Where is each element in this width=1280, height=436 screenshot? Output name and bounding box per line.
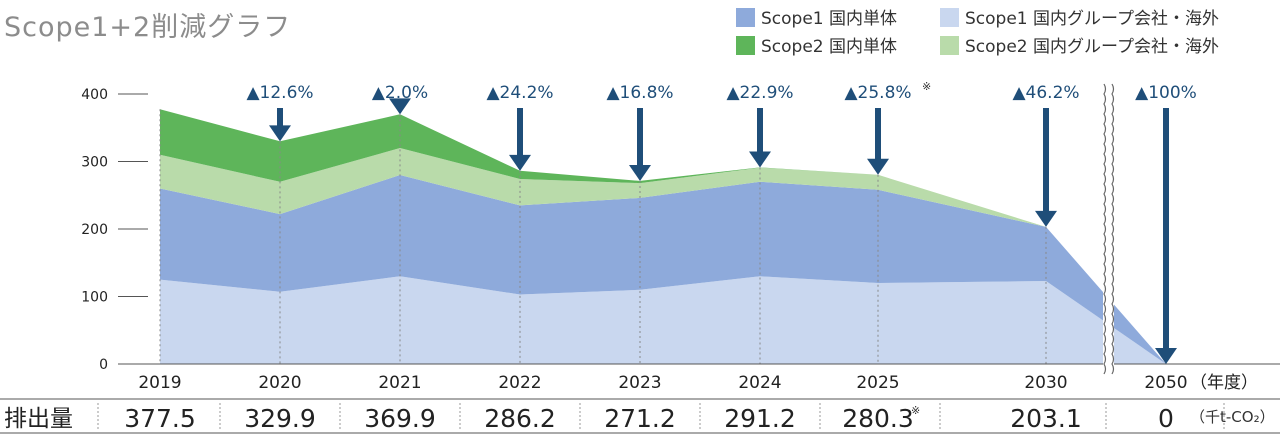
legend-swatch [940, 8, 959, 27]
reduction-arrow-head [509, 154, 531, 171]
legend-swatch [736, 36, 755, 55]
reduction-label: ▲25.8% [844, 83, 911, 103]
reduction-arrow-head [1155, 348, 1177, 364]
reduction-arrow-head [749, 151, 771, 168]
emissions-value: 329.9 [244, 404, 316, 433]
reduction-note: ※ [922, 80, 931, 93]
y-tick-label: 200 [81, 222, 108, 238]
emissions-value: 271.2 [604, 404, 676, 433]
x-tick-label: 2050 [1144, 373, 1187, 393]
axis-break-mark [1103, 83, 1115, 375]
legend-swatch [940, 36, 959, 55]
reduction-label: ▲2.0% [372, 83, 428, 103]
area-series [160, 148, 1166, 364]
emissions-value: 280.3 [842, 404, 914, 433]
y-axis: 0 100 200 300 400 [81, 87, 1280, 373]
y-tick-label: 0 [99, 357, 108, 373]
reduction-arrow-head [867, 158, 889, 175]
emissions-value: 203.1 [1010, 404, 1082, 433]
emissions-value: 377.5 [124, 404, 196, 433]
emissions-value: 291.2 [724, 404, 796, 433]
reduction-arrow-head [629, 164, 651, 181]
reduction-arrow-head [389, 98, 411, 115]
legend-label: Scope1 国内グループ会社・海外 [965, 9, 1219, 29]
legend-label: Scope2 国内グループ会社・海外 [965, 37, 1219, 57]
emissions-value: 0 [1158, 404, 1174, 433]
legend: Scope1 国内単体 Scope1 国内グループ会社・海外 Scope2 国内単体… [736, 8, 1219, 57]
x-tick-label: 2025 [856, 373, 899, 393]
emissions-value: 369.9 [364, 404, 436, 433]
stacked-areas [160, 109, 1166, 364]
x-tick-label: 2022 [498, 373, 541, 393]
y-tick-label: 300 [81, 155, 108, 171]
emissions-unit: （千t-CO₂） [1190, 408, 1275, 426]
reduction-arrows: ▲12.6% ▲2.0% ▲24.2% ▲16.8% ▲22.9% ▲25.8% ※ ▲46.… [246, 80, 1197, 364]
axis-break-line [1111, 83, 1115, 375]
reduction-label: ▲100% [1135, 83, 1197, 103]
x-tick-label: 2019 [138, 373, 181, 393]
emissions-note: ※ [911, 404, 920, 417]
emissions-row: 排出量 377.5 329.9 369.9 286.2 271.2 291.2 280.3※ 2… [0, 398, 1280, 434]
x-tick-label: 2023 [618, 373, 661, 393]
reduction-arrow-head [1035, 210, 1057, 227]
reduction-label: ▲24.2% [486, 83, 553, 103]
reduction-label: ▲16.8% [606, 83, 673, 103]
x-tick-label: 2024 [738, 373, 781, 393]
legend-swatch [736, 8, 755, 27]
y-tick-label: 400 [81, 87, 108, 103]
reduction-arrow-head [269, 125, 291, 142]
emissions-row-label: 排出量 [4, 406, 73, 432]
x-tick-label: 2021 [378, 373, 421, 393]
legend-label: Scope2 国内単体 [761, 37, 897, 57]
axis-break-line [1103, 83, 1107, 375]
x-tick-label: 2030 [1024, 373, 1067, 393]
x-axis-labels: 2019 2020 2021 2022 2023 2024 2025 2030 2050 （年度） [138, 373, 1258, 393]
year-guide-lines [159, 109, 1047, 364]
reduction-label: ▲22.9% [726, 83, 793, 103]
area-series [160, 175, 1166, 364]
reduction-label: ▲12.6% [246, 83, 313, 103]
x-tick-label: 2020 [258, 373, 301, 393]
reduction-label: ▲46.2% [1012, 83, 1079, 103]
legend-label: Scope1 国内単体 [761, 9, 897, 29]
emissions-value: 286.2 [484, 404, 556, 433]
axis-break-gap [1103, 84, 1114, 369]
y-tick-label: 100 [81, 290, 108, 306]
area-series [160, 276, 1166, 364]
x-axis-unit: （年度） [1190, 373, 1258, 393]
chart-title: Scope1+2削減グラフ [4, 12, 291, 43]
